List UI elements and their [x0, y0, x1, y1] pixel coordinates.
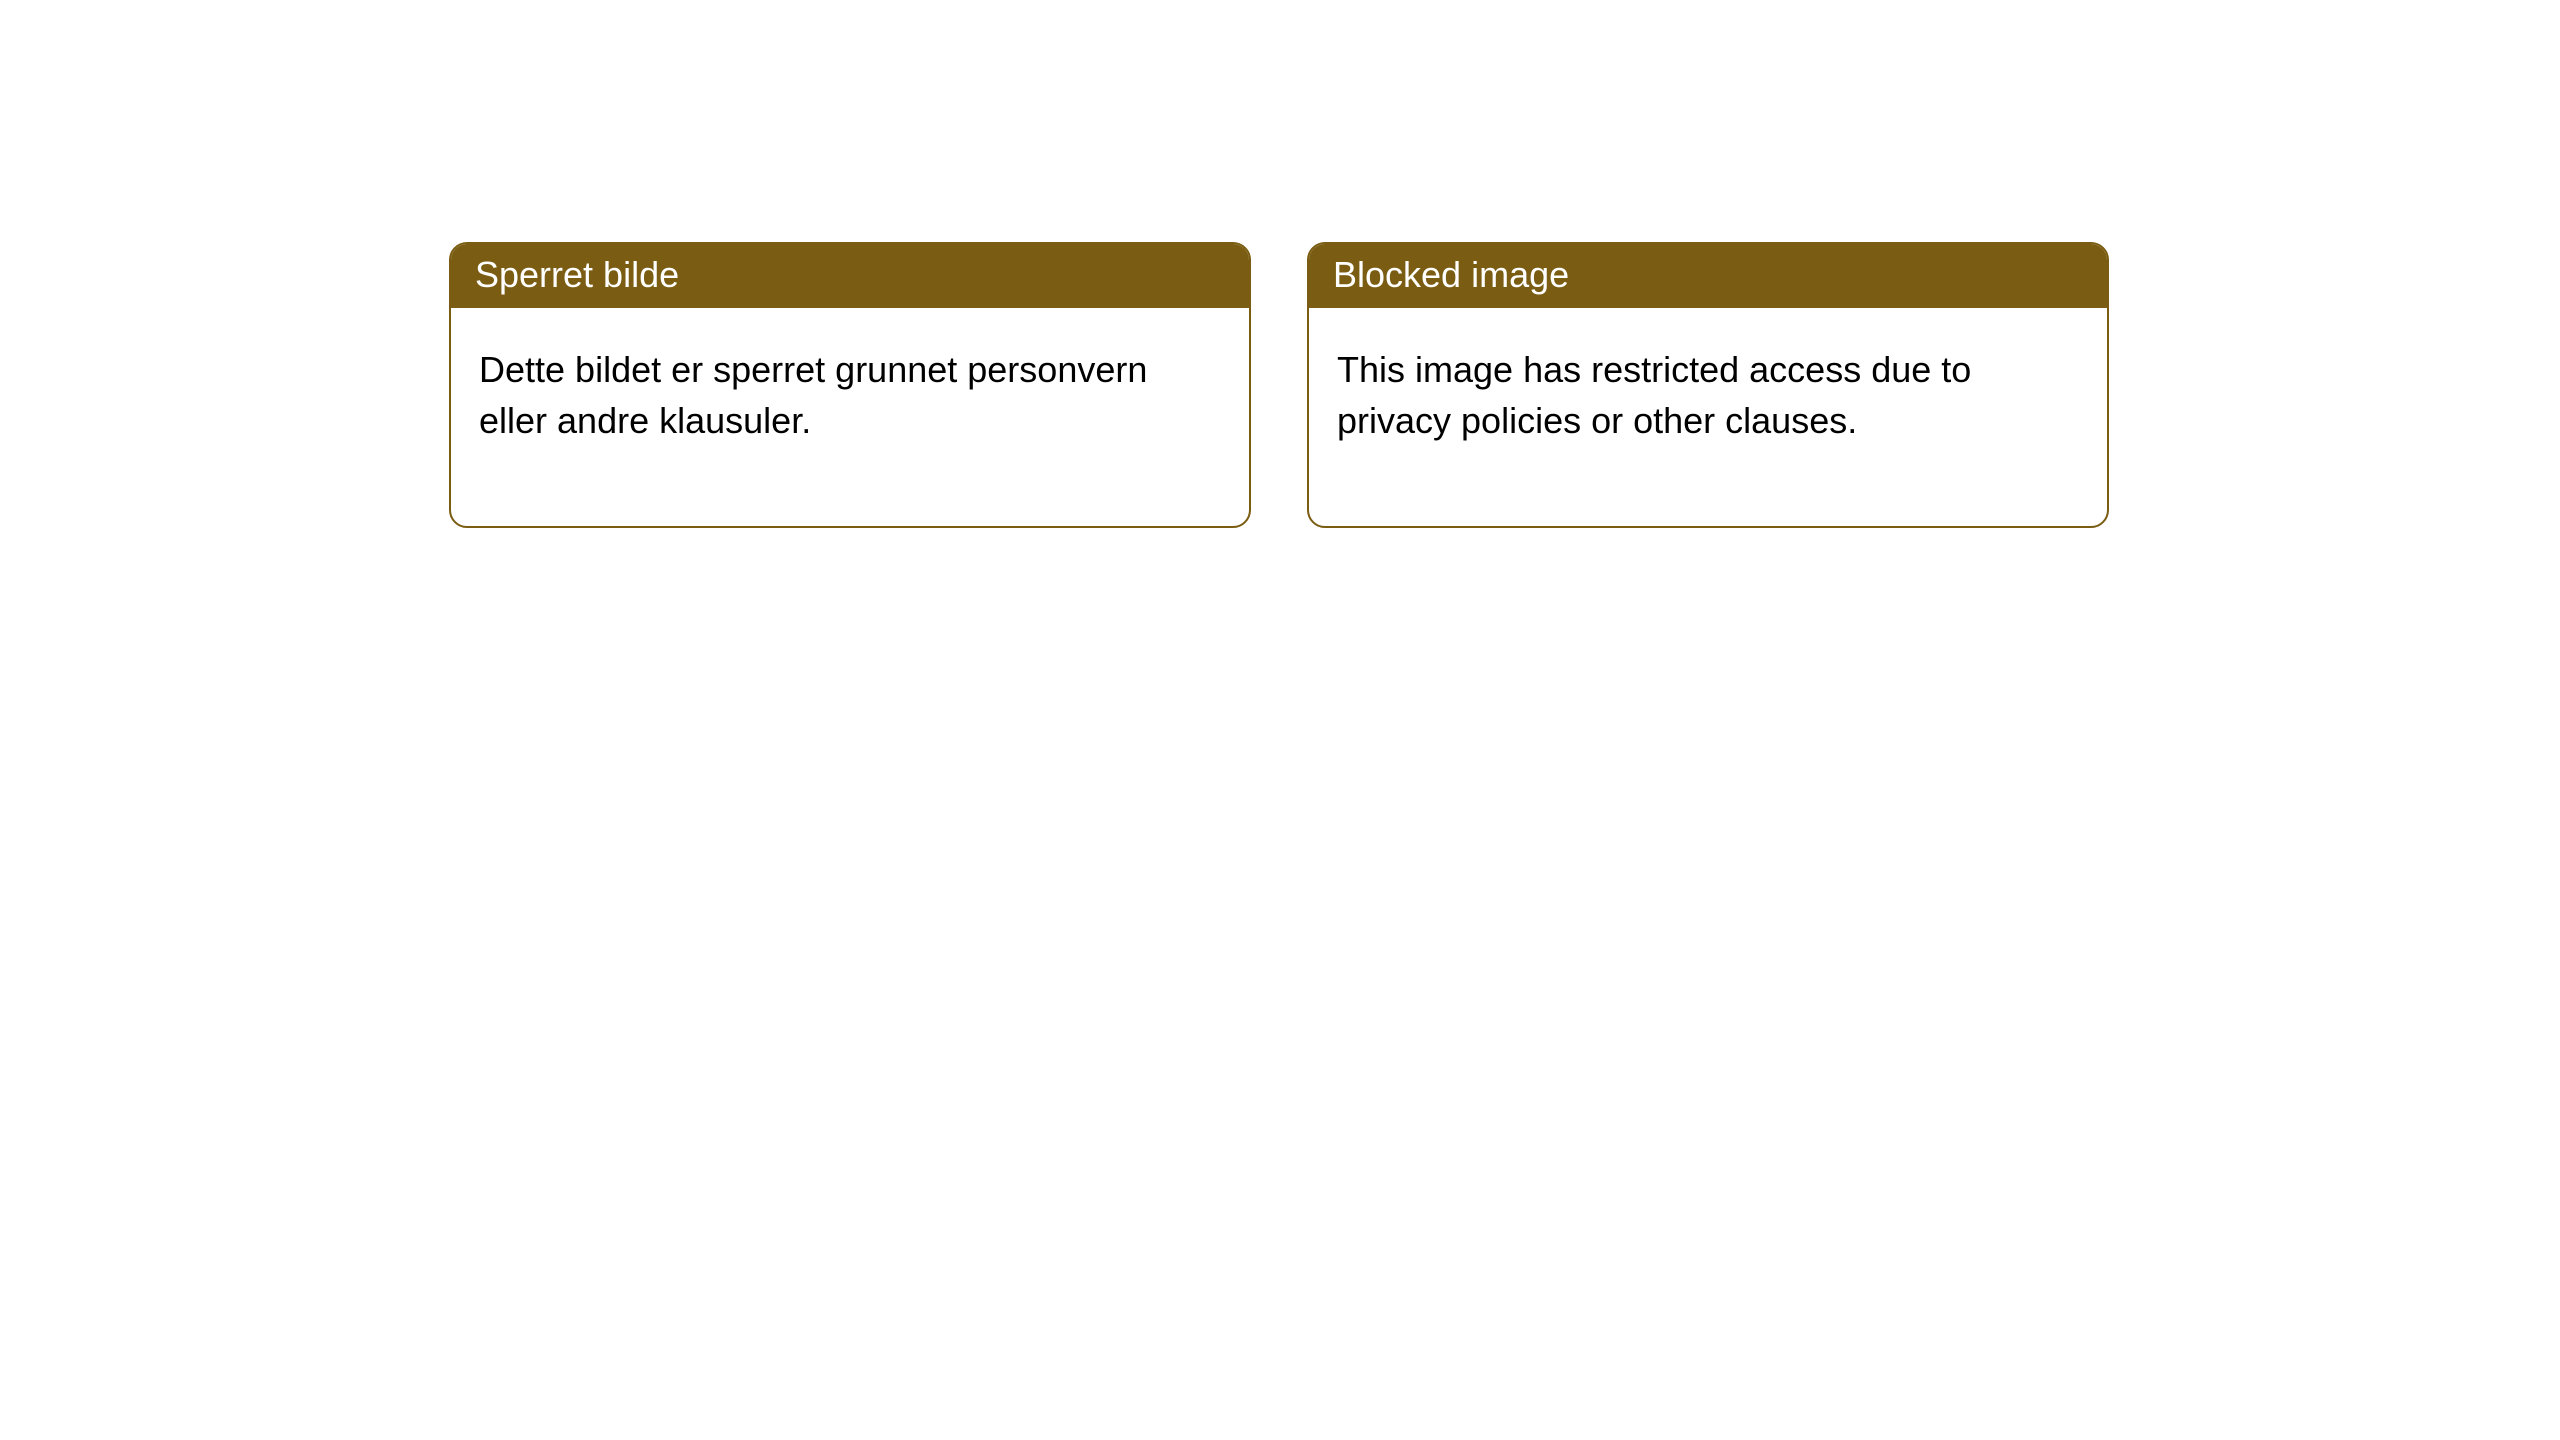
notice-body-english: This image has restricted access due to … [1309, 308, 2107, 526]
notice-header-norwegian: Sperret bilde [451, 244, 1249, 308]
notice-body-norwegian: Dette bildet er sperret grunnet personve… [451, 308, 1249, 526]
notice-container: Sperret bilde Dette bildet er sperret gr… [0, 0, 2560, 528]
notice-card-norwegian: Sperret bilde Dette bildet er sperret gr… [449, 242, 1251, 528]
notice-card-english: Blocked image This image has restricted … [1307, 242, 2109, 528]
notice-header-english: Blocked image [1309, 244, 2107, 308]
